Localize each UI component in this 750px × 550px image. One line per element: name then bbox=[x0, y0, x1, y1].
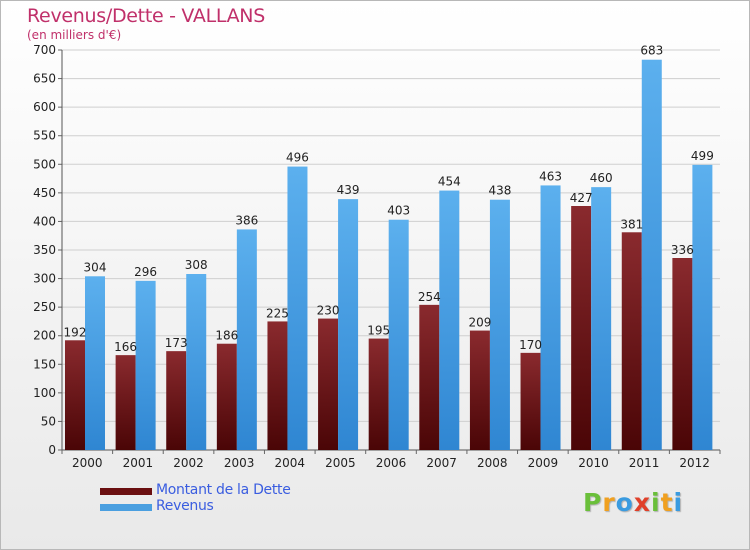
chart-subtitle: (en milliers d'€) bbox=[27, 28, 122, 42]
data-label-debt: 254 bbox=[418, 290, 441, 304]
legend-label-revenue: Revenus bbox=[156, 498, 214, 514]
data-label-debt: 186 bbox=[215, 329, 238, 343]
logo-letter: x bbox=[633, 488, 651, 517]
bar-revenue bbox=[236, 229, 257, 450]
data-label-revenue: 304 bbox=[84, 260, 107, 274]
logo-letter: r bbox=[602, 488, 616, 517]
logo-letter: i bbox=[651, 488, 661, 517]
y-tick-label: 300 bbox=[33, 272, 56, 286]
data-label-revenue: 308 bbox=[185, 258, 208, 272]
bar-revenue bbox=[338, 199, 359, 450]
bar-revenue bbox=[540, 185, 561, 450]
x-tick-label: 2012 bbox=[679, 456, 710, 470]
logo-letter: o bbox=[615, 488, 634, 517]
data-label-revenue: 386 bbox=[235, 213, 258, 227]
bar-revenue bbox=[489, 199, 510, 450]
y-tick-label: 450 bbox=[33, 186, 56, 200]
legend-swatch-debt bbox=[100, 488, 152, 495]
y-tick-label: 400 bbox=[33, 214, 56, 228]
y-tick-label: 600 bbox=[33, 100, 56, 114]
logo-letter: P bbox=[583, 488, 603, 517]
bar-revenue bbox=[692, 164, 713, 450]
data-label-debt: 225 bbox=[266, 306, 289, 320]
x-tick-label: 2010 bbox=[578, 456, 609, 470]
data-label-revenue: 499 bbox=[691, 149, 714, 163]
data-label-revenue: 454 bbox=[438, 175, 461, 189]
bar-revenue bbox=[439, 190, 460, 451]
bar-debt bbox=[672, 258, 693, 450]
y-tick-label: 500 bbox=[33, 157, 56, 171]
x-tick-label: 2003 bbox=[224, 456, 255, 470]
x-tick-label: 2006 bbox=[376, 456, 407, 470]
data-label-debt: 192 bbox=[64, 325, 87, 339]
y-tick-label: 100 bbox=[33, 386, 56, 400]
bar-debt bbox=[318, 318, 339, 450]
bar-revenue bbox=[85, 276, 105, 450]
legend-label-debt: Montant de la Dette bbox=[156, 482, 291, 498]
bar-debt bbox=[469, 330, 490, 450]
data-label-revenue: 463 bbox=[539, 169, 562, 183]
bar-debt bbox=[267, 321, 288, 450]
bar-debt bbox=[115, 355, 136, 450]
data-label-debt: 427 bbox=[570, 191, 593, 205]
logo-letter: i bbox=[673, 488, 684, 517]
bar-revenue bbox=[135, 280, 156, 450]
data-label-debt: 209 bbox=[468, 316, 491, 330]
data-label-revenue: 296 bbox=[134, 265, 157, 279]
x-tick-label: 2009 bbox=[528, 456, 559, 470]
bar-revenue bbox=[641, 59, 662, 450]
data-label-revenue: 683 bbox=[640, 44, 663, 58]
x-tick-label: 2001 bbox=[123, 456, 154, 470]
bar-revenue bbox=[591, 187, 612, 450]
x-tick-label: 2004 bbox=[274, 456, 305, 470]
bar-debt bbox=[368, 338, 389, 450]
chart-title: Revenus/Dette - VALLANS bbox=[27, 5, 265, 27]
y-tick-label: 150 bbox=[33, 357, 56, 371]
data-label-debt: 230 bbox=[317, 304, 340, 318]
y-tick-label: 0 bbox=[48, 443, 56, 457]
y-tick-label: 550 bbox=[33, 129, 56, 143]
y-tick-label: 700 bbox=[33, 43, 56, 57]
data-label-revenue: 438 bbox=[488, 184, 511, 198]
data-label-debt: 195 bbox=[367, 324, 390, 338]
bar-revenue bbox=[287, 166, 308, 451]
bar-debt bbox=[419, 304, 440, 450]
x-tick-label: 2011 bbox=[629, 456, 660, 470]
bar-debt bbox=[65, 340, 85, 450]
logo-letter: t bbox=[660, 488, 674, 517]
bar-debt bbox=[520, 352, 541, 450]
data-label-revenue: 496 bbox=[286, 151, 309, 165]
bar-debt bbox=[216, 343, 237, 450]
y-tick-label: 650 bbox=[33, 72, 56, 86]
data-label-debt: 166 bbox=[114, 340, 137, 354]
x-tick-label: 2008 bbox=[477, 456, 508, 470]
data-label-debt: 170 bbox=[519, 338, 542, 352]
bar-debt bbox=[166, 351, 187, 450]
bar-debt bbox=[621, 232, 642, 450]
data-label-revenue: 439 bbox=[337, 183, 360, 197]
x-tick-label: 2005 bbox=[325, 456, 356, 470]
x-tick-label: 2002 bbox=[173, 456, 204, 470]
bar-revenue bbox=[186, 274, 207, 450]
bar-revenue bbox=[388, 219, 409, 450]
proxiti-logo: Proxiti bbox=[583, 488, 683, 517]
legend-swatch-revenue bbox=[100, 504, 152, 511]
x-tick-label: 2000 bbox=[72, 456, 103, 470]
bar-debt bbox=[571, 206, 592, 450]
y-tick-label: 200 bbox=[33, 329, 56, 343]
y-tick-label: 250 bbox=[33, 300, 56, 314]
data-label-debt: 173 bbox=[165, 336, 188, 350]
data-label-debt: 336 bbox=[671, 243, 694, 257]
data-label-revenue: 403 bbox=[387, 204, 410, 218]
y-tick-label: 350 bbox=[33, 243, 56, 257]
data-label-revenue: 460 bbox=[590, 171, 613, 185]
x-tick-label: 2007 bbox=[426, 456, 457, 470]
y-tick-label: 50 bbox=[41, 414, 56, 428]
data-label-debt: 381 bbox=[620, 217, 643, 231]
